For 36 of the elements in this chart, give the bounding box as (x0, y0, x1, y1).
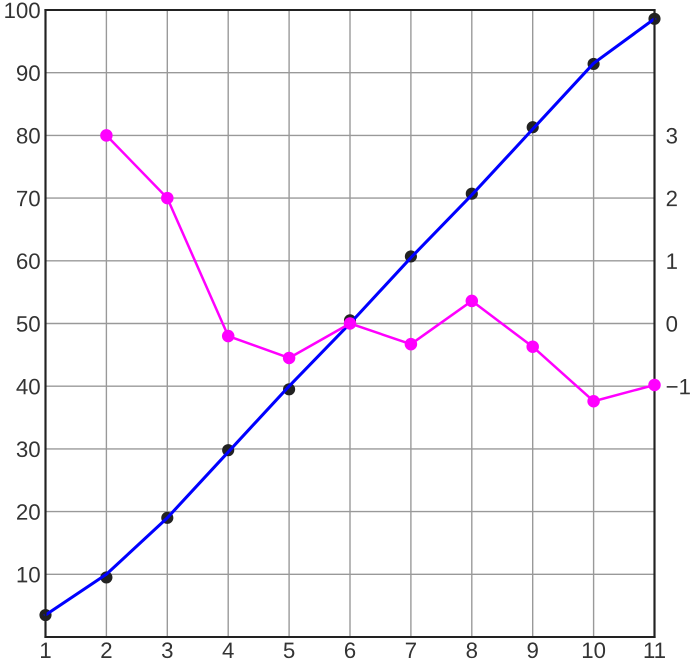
x-tick-label: 1 (41, 642, 51, 658)
x-tick-label: 9 (528, 642, 538, 658)
x-tick-label: 6 (344, 642, 356, 658)
x-tick-label: 7 (406, 642, 416, 658)
x-tick-label: 11 (644, 642, 665, 658)
x-tick-label: 5 (284, 642, 294, 658)
y-tick-label: 30 (16, 441, 40, 458)
y-tick-label: 70 (17, 190, 40, 206)
point (404, 338, 418, 350)
point (526, 340, 539, 353)
y-tick-label: 80 (16, 128, 40, 144)
point (161, 192, 174, 204)
x-tick-label: 2 (101, 642, 112, 658)
y2-tick-label: 2 (666, 190, 677, 206)
point (222, 330, 234, 342)
y2-tick-label: 3 (666, 128, 677, 144)
y-tick-label: 50 (16, 316, 40, 332)
y-tick-label: 60 (17, 253, 40, 270)
y-tick-label: 100 (5, 2, 40, 18)
y2-tick-label: 0 (666, 316, 678, 332)
point (648, 378, 661, 392)
y-tick-label: 20 (17, 504, 40, 520)
x-tick-label: 4 (222, 642, 234, 658)
point (466, 294, 478, 308)
y2-tick-label: 1 (667, 254, 677, 269)
x-tick-label: 8 (466, 642, 478, 658)
point (587, 394, 600, 408)
y-tick-label: 90 (16, 65, 40, 81)
y2-tick-label: −1 (666, 378, 690, 394)
y-tick-label: 40 (16, 378, 40, 394)
x-tick-label: 3 (162, 642, 173, 658)
point (344, 317, 356, 330)
x-tick-label: 10 (582, 642, 606, 658)
point (100, 129, 113, 142)
y-tick-label: 10 (18, 566, 40, 583)
point (282, 352, 296, 364)
